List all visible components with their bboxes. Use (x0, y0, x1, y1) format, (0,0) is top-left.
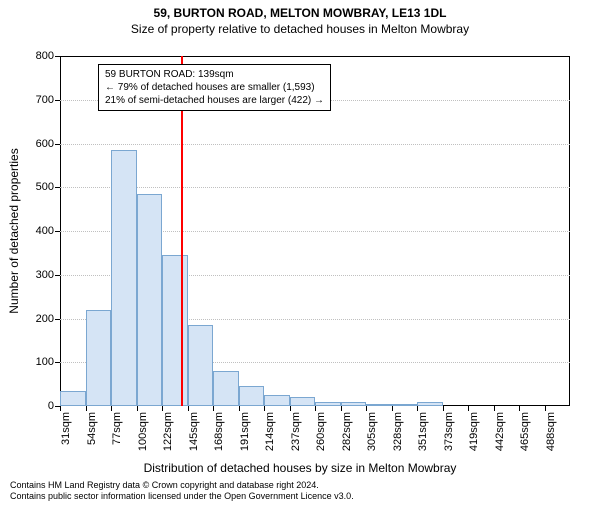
xtick-label: 145sqm (188, 412, 200, 451)
histogram-chart: 010020030040050060070080031sqm54sqm77sqm… (60, 56, 570, 406)
xtick-mark (494, 406, 495, 411)
xtick-mark (315, 406, 316, 411)
ytick-label: 200 (36, 313, 54, 325)
xtick-label: 214sqm (264, 412, 276, 451)
xtick-mark (519, 406, 520, 411)
histogram-bar (213, 371, 239, 406)
histogram-bar (417, 402, 443, 406)
ytick-mark (55, 144, 60, 145)
gridline (60, 187, 570, 188)
annotation-line-2: ← 79% of detached houses are smaller (1,… (105, 81, 324, 94)
xtick-mark (239, 406, 240, 411)
histogram-bar (188, 325, 214, 406)
histogram-bar (86, 310, 112, 406)
xtick-mark (264, 406, 265, 411)
histogram-bar (341, 402, 367, 406)
annotation-box: 59 BURTON ROAD: 139sqm← 79% of detached … (98, 64, 331, 111)
ytick-label: 300 (36, 269, 54, 281)
xtick-mark (137, 406, 138, 411)
ytick-label: 0 (48, 400, 54, 412)
xtick-label: 465sqm (519, 412, 531, 451)
xtick-mark (188, 406, 189, 411)
xtick-label: 191sqm (239, 412, 251, 451)
xtick-label: 488sqm (545, 412, 557, 451)
xtick-label: 260sqm (315, 412, 327, 451)
footnote: Contains HM Land Registry data © Crown c… (10, 480, 354, 502)
xtick-label: 237sqm (290, 412, 302, 451)
xtick-label: 442sqm (494, 412, 506, 451)
histogram-bar (60, 391, 86, 406)
ytick-label: 700 (36, 94, 54, 106)
xtick-mark (213, 406, 214, 411)
ytick-label: 400 (36, 225, 54, 237)
xtick-label: 373sqm (443, 412, 455, 451)
xtick-mark (60, 406, 61, 411)
histogram-bar (239, 386, 265, 406)
ytick-label: 500 (36, 181, 54, 193)
ytick-label: 800 (36, 50, 54, 62)
xtick-mark (162, 406, 163, 411)
ytick-mark (55, 362, 60, 363)
xtick-mark (468, 406, 469, 411)
xtick-mark (111, 406, 112, 411)
xtick-mark (392, 406, 393, 411)
annotation-line-3: 21% of semi-detached houses are larger (… (105, 94, 324, 107)
page-subtitle: Size of property relative to detached ho… (0, 22, 600, 36)
ytick-mark (55, 275, 60, 276)
ytick-mark (55, 231, 60, 232)
histogram-bar (392, 404, 418, 406)
xtick-mark (366, 406, 367, 411)
xtick-mark (341, 406, 342, 411)
y-axis-label: Number of detached properties (7, 148, 21, 313)
ytick-mark (55, 187, 60, 188)
xtick-label: 419sqm (468, 412, 480, 451)
xtick-label: 305sqm (366, 412, 378, 451)
xtick-label: 77sqm (111, 412, 123, 445)
xtick-label: 100sqm (137, 412, 149, 451)
xtick-mark (443, 406, 444, 411)
xtick-mark (290, 406, 291, 411)
xtick-mark (86, 406, 87, 411)
xtick-label: 54sqm (86, 412, 98, 445)
x-axis-label: Distribution of detached houses by size … (0, 461, 600, 475)
xtick-label: 122sqm (162, 412, 174, 451)
xtick-label: 31sqm (60, 412, 72, 445)
xtick-mark (417, 406, 418, 411)
footnote-line-2: Contains public sector information licen… (10, 491, 354, 502)
histogram-bar (111, 150, 137, 406)
ytick-mark (55, 100, 60, 101)
ytick-label: 600 (36, 138, 54, 150)
xtick-mark (545, 406, 546, 411)
histogram-bar (315, 402, 341, 406)
xtick-label: 282sqm (341, 412, 353, 451)
ytick-mark (55, 319, 60, 320)
ytick-label: 100 (36, 356, 54, 368)
histogram-bar (366, 404, 392, 406)
ytick-mark (55, 56, 60, 57)
xtick-label: 328sqm (392, 412, 404, 451)
gridline (60, 144, 570, 145)
histogram-bar (162, 255, 188, 406)
page-title: 59, BURTON ROAD, MELTON MOWBRAY, LE13 1D… (0, 6, 600, 20)
histogram-bar (264, 395, 290, 406)
xtick-label: 351sqm (417, 412, 429, 451)
annotation-line-1: 59 BURTON ROAD: 139sqm (105, 68, 324, 81)
xtick-label: 168sqm (213, 412, 225, 451)
footnote-line-1: Contains HM Land Registry data © Crown c… (10, 480, 354, 491)
histogram-bar (290, 397, 316, 406)
histogram-bar (137, 194, 163, 406)
